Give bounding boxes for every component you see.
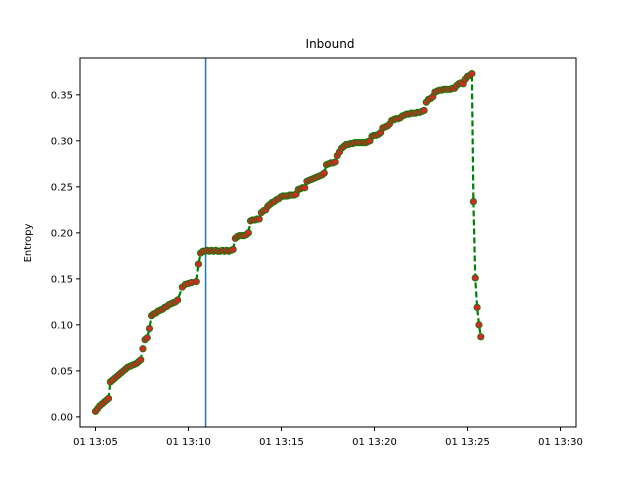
data-point — [139, 345, 147, 353]
x-tick-label: 01 13:25 — [445, 437, 490, 448]
data-point — [143, 334, 151, 342]
x-axis: 01 13:05 01 13:10 01 13:15 01 13:20 01 13:25… — [73, 427, 583, 448]
data-point — [301, 184, 309, 192]
y-tick-label: 0.30 — [51, 136, 73, 147]
data-point — [174, 296, 182, 304]
x-tick-label: 01 13:05 — [73, 437, 118, 448]
x-tick-label: 01 13:20 — [352, 437, 397, 448]
y-tick-label: 0.10 — [51, 320, 73, 331]
data-point — [137, 356, 145, 364]
y-axis-label: Entropy — [23, 223, 34, 262]
series-line — [94, 71, 482, 413]
x-tick-label: 01 13:10 — [166, 437, 211, 448]
data-point — [194, 260, 203, 268]
x-tick-label: 01 13:15 — [259, 437, 304, 448]
data-point — [468, 70, 476, 78]
y-tick-label: 0.25 — [51, 182, 73, 193]
data-point — [471, 274, 479, 282]
data-point — [229, 245, 237, 253]
data-point — [473, 303, 481, 311]
y-axis: 0.00 0.05 0.10 0.15 0.20 0.25 0.30 0.35 — [51, 90, 80, 423]
data-point — [477, 333, 485, 341]
data-point — [104, 394, 113, 403]
data-point — [244, 229, 252, 237]
data-point — [255, 215, 263, 223]
plot-area — [91, 58, 485, 427]
y-tick-label: 0.35 — [51, 90, 73, 101]
y-tick-label: 0.05 — [51, 366, 73, 377]
data-point — [145, 324, 154, 333]
data-point — [331, 158, 339, 166]
x-tick-label: 01 13:30 — [538, 437, 583, 448]
chart-title: Inbound — [306, 37, 355, 51]
y-tick-label: 0.15 — [51, 274, 73, 285]
data-point — [320, 169, 328, 177]
data-point — [469, 197, 477, 206]
data-point — [420, 106, 428, 115]
y-tick-label: 0.20 — [51, 228, 73, 239]
data-point — [192, 278, 200, 286]
plot-frame — [79, 57, 577, 428]
data-point — [475, 321, 483, 329]
y-tick-label: 0.00 — [51, 412, 73, 423]
